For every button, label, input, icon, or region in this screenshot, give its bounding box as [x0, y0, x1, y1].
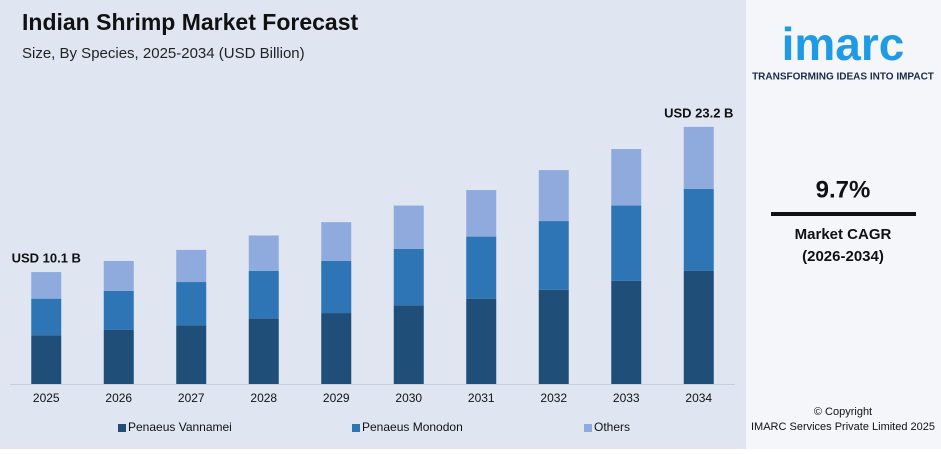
x-tick-label: 2026: [105, 391, 132, 405]
bar-segment: [103, 329, 134, 384]
sidebar-background: [746, 0, 941, 449]
x-tick-label: 2027: [178, 391, 205, 405]
bar-segment: [538, 289, 569, 384]
x-tick-label: 2031: [468, 391, 495, 405]
logo: imarc: [782, 18, 905, 70]
x-tick-label: 2029: [323, 391, 350, 405]
bar-segment: [248, 235, 279, 271]
company: IMARC Services Private Limited 2025: [751, 421, 935, 433]
bar-segment: [176, 325, 207, 384]
annotation: USD 23.2 B: [664, 105, 733, 120]
bar-segment: [683, 188, 714, 271]
bar-segment: [538, 221, 569, 290]
bar-segment: [611, 149, 642, 206]
bar-segment: [611, 205, 642, 281]
bar-segment: [466, 298, 497, 384]
bar-segment: [176, 249, 207, 283]
legend-label: Penaeus Vannamei: [128, 420, 232, 434]
bar-segment: [611, 280, 642, 384]
x-tick-label: 2028: [250, 391, 277, 405]
bar-segment: [176, 282, 207, 326]
bar-segment: [31, 298, 62, 336]
bar-segment: [103, 260, 134, 291]
x-tick-label: 2025: [33, 391, 60, 405]
x-tick-label: 2034: [685, 391, 712, 405]
bar-segment: [538, 170, 569, 222]
chart-subtitle: Size, By Species, 2025-2034 (USD Billion…: [22, 45, 305, 62]
cagr-period: (2026-2034): [802, 248, 884, 265]
bar-segment: [393, 248, 424, 306]
tagline: TRANSFORMING IDEAS INTO IMPACT: [752, 72, 934, 83]
cagr-value: 9.7%: [816, 176, 871, 203]
bar-segment: [321, 260, 352, 314]
bar-segment: [466, 236, 497, 299]
cagr-label: Market CAGR: [795, 226, 892, 243]
copyright: © Copyright: [814, 406, 872, 418]
bar-segment: [321, 313, 352, 384]
bar-segment: [466, 190, 497, 237]
x-tick-label: 2033: [613, 391, 640, 405]
bar-segment: [393, 305, 424, 384]
chart-title: Indian Shrimp Market Forecast: [22, 9, 358, 35]
bar-segment: [683, 270, 714, 384]
legend-label: Others: [594, 420, 630, 434]
legend-swatch: [352, 424, 360, 432]
legend-swatch: [118, 424, 126, 432]
annotation: USD 10.1 B: [12, 250, 81, 265]
bar-segment: [248, 270, 279, 319]
bar-segment: [31, 272, 62, 299]
bar-segment: [248, 318, 279, 384]
legend-label: Penaeus Monodon: [362, 420, 463, 434]
bar-segment: [31, 335, 62, 384]
x-tick-label: 2032: [540, 391, 567, 405]
legend-swatch: [584, 424, 592, 432]
bar-segment: [683, 126, 714, 189]
divider: [771, 212, 916, 216]
bar-segment: [321, 222, 352, 261]
bar-segment: [103, 290, 134, 330]
bar-segment: [393, 205, 424, 249]
x-tick-label: 2030: [395, 391, 422, 405]
